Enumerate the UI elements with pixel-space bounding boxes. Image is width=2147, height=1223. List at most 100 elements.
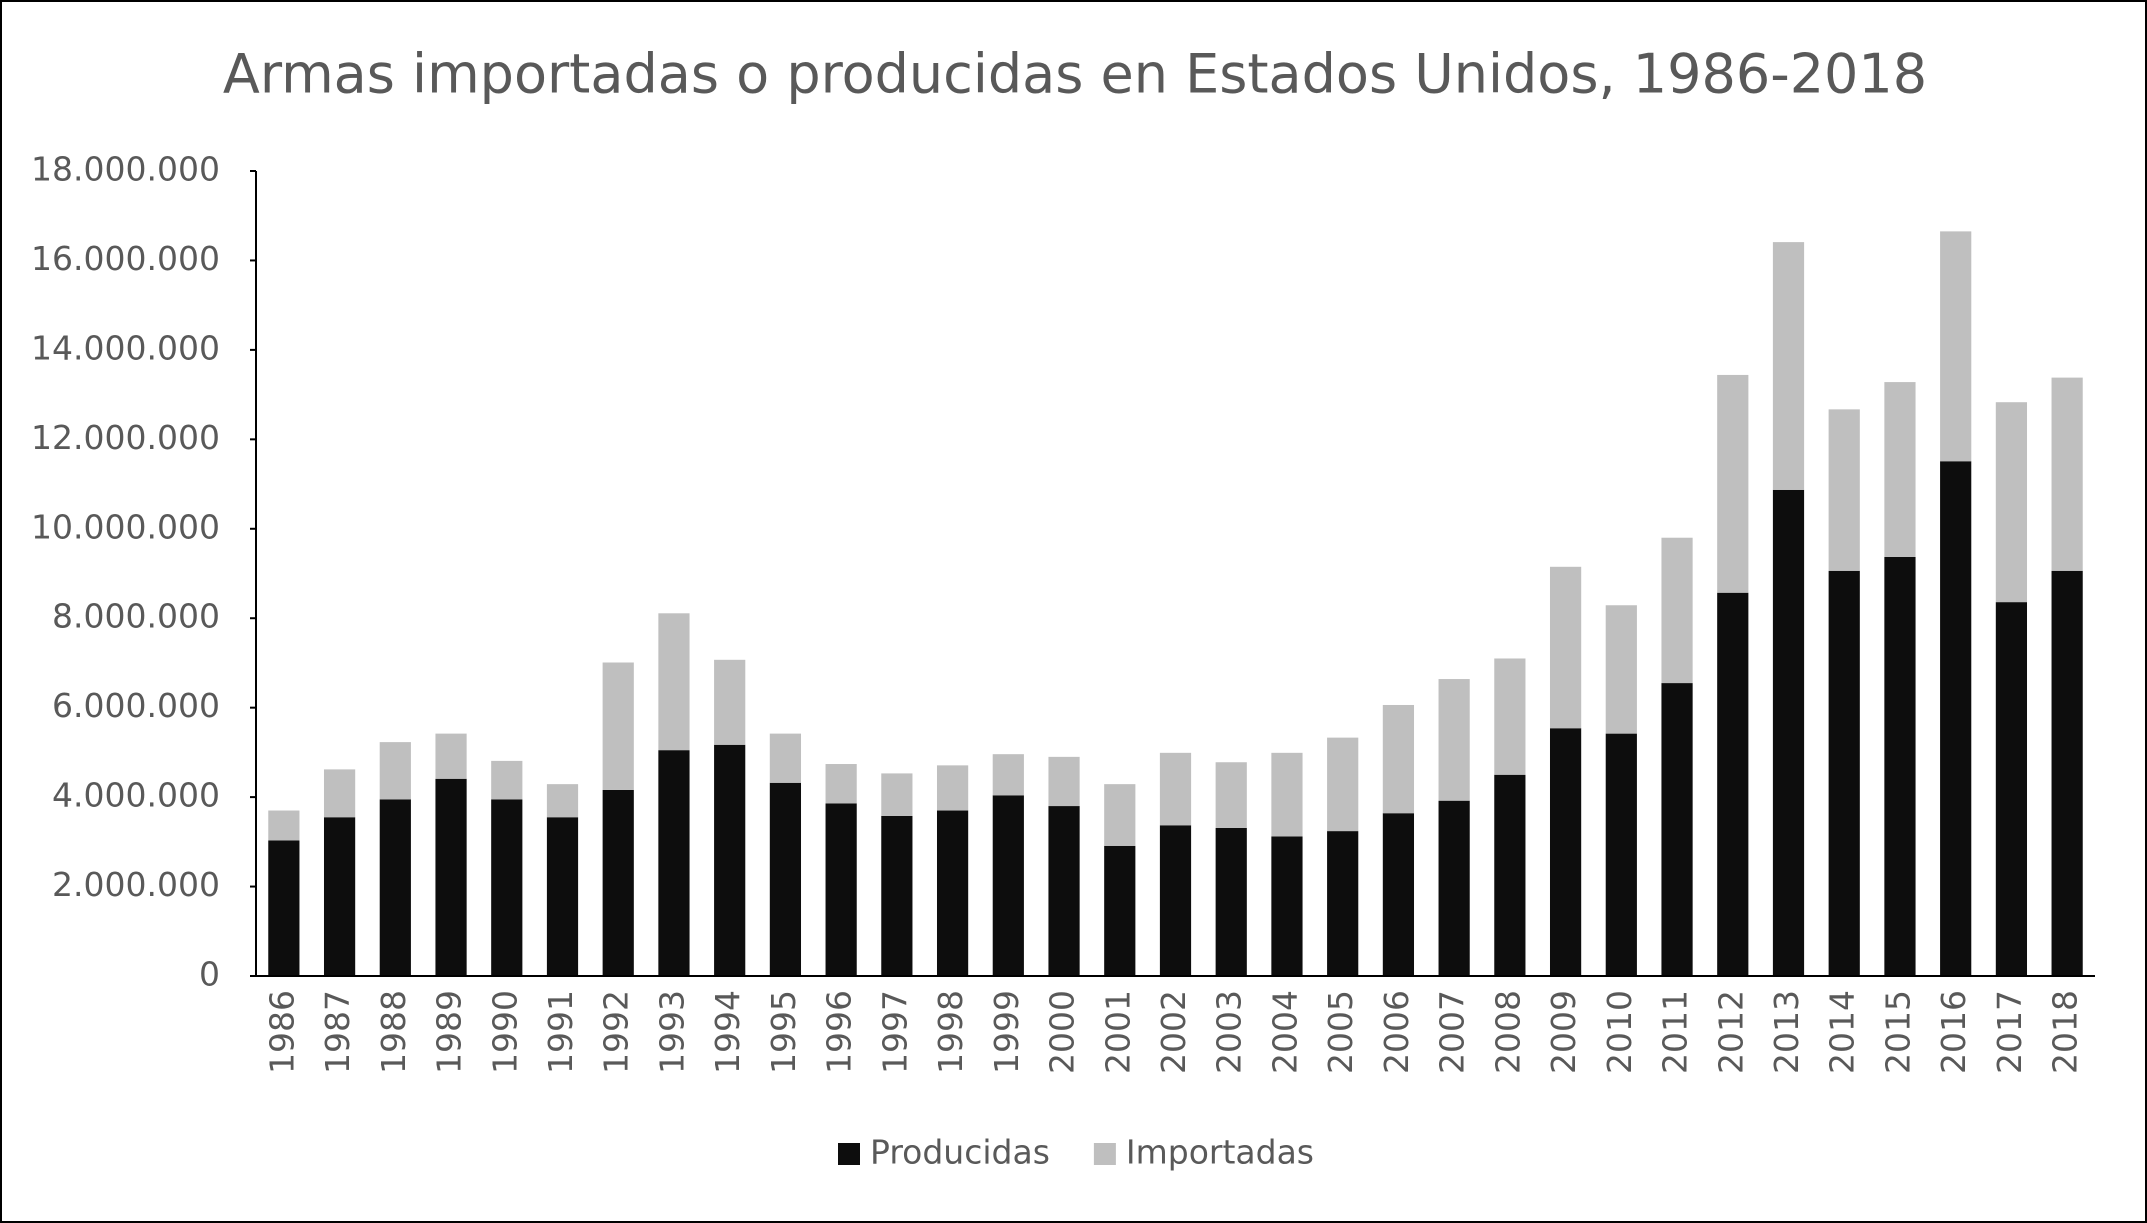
x-tick-label: 2003 — [1210, 990, 1249, 1074]
bar-segment — [1549, 728, 1582, 976]
bar-segment — [1271, 836, 1303, 976]
x-tick-label: 2004 — [1265, 990, 1304, 1074]
x-tick-label: 2005 — [1321, 990, 1360, 1074]
bar-segment — [546, 817, 579, 976]
x-tick-label: 1991 — [541, 990, 580, 1074]
bar-segment — [491, 799, 523, 976]
bar-segment — [1605, 733, 1637, 976]
x-tick-label: 1994 — [708, 990, 747, 1074]
x-tick-label: 2008 — [1488, 990, 1527, 1074]
x-tick-label: 1988 — [374, 990, 413, 1074]
bar-segment — [936, 765, 969, 811]
bar-segment — [1494, 774, 1526, 976]
y-tick-label: 16.000.000 — [31, 239, 220, 278]
bar-segment — [881, 815, 913, 976]
x-tick-label: 2013 — [1767, 990, 1806, 1074]
x-tick-label: 1987 — [318, 990, 357, 1074]
x-tick-label: 1996 — [820, 990, 859, 1074]
bar-segment — [1995, 402, 2028, 603]
bar-segment — [1828, 570, 1860, 976]
bar-segment — [1605, 605, 1637, 734]
x-tick-label: 1999 — [987, 990, 1026, 1074]
bar-segment — [1215, 827, 1247, 976]
chart-title: Armas importadas o producidas en Estados… — [223, 43, 1927, 106]
legend-label: Importadas — [1126, 1133, 1314, 1172]
bar-segment — [1549, 566, 1582, 729]
x-tick-label: 1989 — [430, 990, 469, 1074]
bar-segment — [1940, 461, 1972, 977]
bar-segment — [323, 769, 356, 818]
bar-segment — [1884, 382, 1916, 557]
bar-segment — [1772, 489, 1805, 976]
x-tick-label: 1997 — [875, 990, 914, 1074]
bar-segment — [491, 760, 523, 800]
bar-segment — [1104, 845, 1136, 976]
bar-segment — [2051, 377, 2083, 571]
x-tick-label: 2000 — [1043, 990, 1082, 1074]
bar-segment — [825, 764, 857, 804]
legend-swatch — [838, 1143, 860, 1165]
y-tick-label: 8.000.000 — [52, 597, 220, 636]
x-tick-label: 2002 — [1154, 990, 1193, 1074]
x-tick-label: 2001 — [1098, 990, 1137, 1074]
y-tick-label: 2.000.000 — [52, 865, 220, 904]
bar-segment — [1327, 737, 1359, 832]
bar-segment — [1438, 800, 1470, 976]
bar-segment — [435, 778, 467, 976]
x-tick-label: 1990 — [485, 990, 524, 1074]
x-tick-label: 2017 — [1990, 990, 2029, 1074]
x-tick-label: 1986 — [262, 990, 301, 1074]
bar-segment — [1772, 242, 1805, 490]
bar-segment — [1382, 704, 1415, 814]
bar-segment — [1048, 806, 1080, 976]
bar-segment — [992, 795, 1024, 976]
y-tick-label: 12.000.000 — [31, 418, 220, 457]
bar-segment — [658, 613, 690, 751]
y-tick-label: 6.000.000 — [52, 686, 220, 725]
bar-segment — [546, 784, 579, 818]
x-tick-label: 1993 — [652, 990, 691, 1074]
bar-segment — [2051, 570, 2083, 976]
bar-segment — [435, 733, 467, 779]
x-tick-label: 2009 — [1544, 990, 1583, 1074]
bar-segment — [379, 799, 411, 976]
x-tick-label: 2014 — [1823, 990, 1862, 1074]
y-tick-label: 14.000.000 — [31, 328, 220, 367]
x-tick-label: 1992 — [597, 990, 636, 1074]
x-tick-label: 2007 — [1433, 990, 1472, 1074]
legend-swatch — [1093, 1143, 1116, 1165]
bar-segment — [992, 754, 1024, 796]
legend-label: Producidas — [870, 1133, 1050, 1172]
x-tick-label: 2012 — [1711, 990, 1750, 1074]
bar-segment — [825, 803, 857, 976]
bar-segment — [1995, 602, 2028, 976]
y-tick-label: 0 — [199, 955, 220, 994]
bar-segment — [769, 733, 802, 783]
x-tick-label: 2006 — [1377, 990, 1416, 1074]
y-tick-label: 4.000.000 — [52, 776, 220, 815]
bar-segment — [1494, 658, 1526, 775]
bar-segment — [323, 817, 356, 976]
bar-segment — [1884, 556, 1916, 976]
bar-segment — [1661, 683, 1693, 976]
bar-segment — [1104, 784, 1136, 846]
bar-segment — [1215, 762, 1247, 828]
bar-segment — [714, 659, 746, 745]
bar-segment — [1327, 831, 1359, 976]
y-tick-label: 18.000.000 — [31, 150, 220, 189]
bar-segment — [602, 789, 634, 976]
x-tick-label: 1998 — [931, 990, 970, 1074]
bar-segment — [268, 810, 300, 841]
bar-segment — [1159, 752, 1192, 826]
x-tick-label: 2016 — [1934, 990, 1973, 1074]
bar-segment — [1159, 825, 1192, 976]
bar-segment — [268, 840, 300, 976]
x-tick-label: 2015 — [1878, 990, 1917, 1074]
bar-segment — [1661, 537, 1693, 684]
bar-segment — [936, 810, 969, 976]
bar-segment — [1271, 752, 1303, 837]
bar-segment — [714, 744, 746, 976]
bar-segment — [1717, 374, 1749, 593]
